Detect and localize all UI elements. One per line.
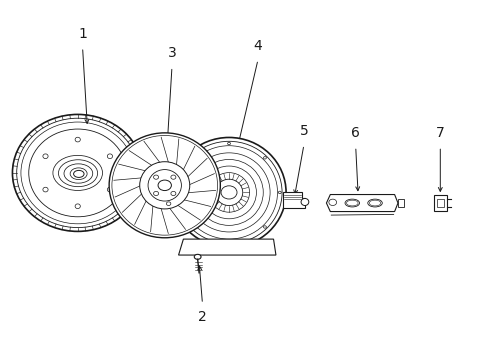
Ellipse shape xyxy=(345,199,359,207)
Text: 6: 6 xyxy=(350,126,359,140)
Polygon shape xyxy=(433,195,446,211)
Text: 5: 5 xyxy=(299,124,308,138)
Ellipse shape xyxy=(301,198,308,206)
Text: 3: 3 xyxy=(167,46,176,60)
Polygon shape xyxy=(326,194,397,212)
Ellipse shape xyxy=(367,199,382,207)
Ellipse shape xyxy=(109,133,220,238)
Polygon shape xyxy=(436,199,443,207)
Ellipse shape xyxy=(12,114,142,231)
Ellipse shape xyxy=(140,162,189,209)
Text: 4: 4 xyxy=(253,39,262,53)
Ellipse shape xyxy=(368,200,380,206)
Text: 1: 1 xyxy=(78,27,87,41)
Ellipse shape xyxy=(194,255,201,259)
Polygon shape xyxy=(283,192,305,208)
Ellipse shape xyxy=(172,138,285,247)
Ellipse shape xyxy=(346,200,357,206)
Text: 2: 2 xyxy=(198,310,206,324)
FancyBboxPatch shape xyxy=(398,199,404,207)
Text: 7: 7 xyxy=(435,126,444,140)
Polygon shape xyxy=(178,239,275,255)
